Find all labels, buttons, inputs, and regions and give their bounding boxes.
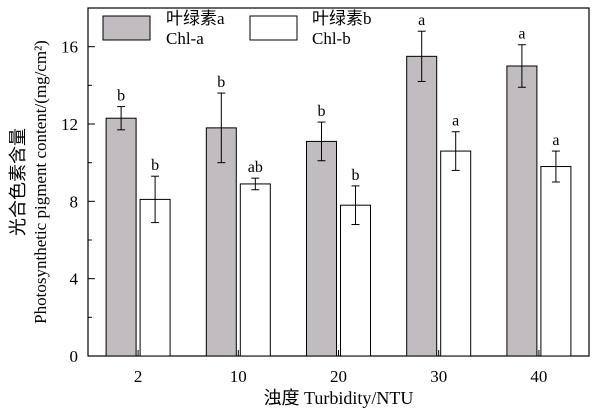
bar [340,204,371,357]
y-axis-title-en: Photosynthetic pigment content/(mg/cm²) [31,40,50,324]
significance-letter: a [552,132,559,149]
x-axis-title: 浊度 Turbidity/NTU [264,388,414,408]
significance-letter: b [217,74,225,91]
significance-letter: a [452,113,459,130]
bar [139,198,171,357]
bar [306,140,337,357]
bar [506,65,538,357]
legend-label-en: Chl-b [312,29,351,48]
significance-letter: b [151,157,159,174]
x-tick-label: 2 [134,367,143,386]
legend-label-cn: 叶绿素a [166,9,225,28]
axis-labels: 浊度 Turbidity/NTU 光合色素含量 Photosynthetic pig… [8,40,413,408]
significance-letter: a [418,12,425,29]
axes: 0 4 8 12 16 2 10 20 30 40 [61,7,590,386]
significance-letter: b [117,88,125,105]
y-axis-title-cn: 光合色素含量 [8,128,28,236]
y-tick-label: 0 [70,347,79,366]
bar [540,166,572,357]
legend-label-en: Chl-a [166,29,204,48]
x-tick-label: 30 [430,367,447,386]
legend-swatch [249,15,298,41]
significance-letter: b [352,167,360,184]
y-tick-label: 4 [70,270,79,289]
y-tick-label: 16 [61,38,78,57]
legend-label-cn: 叶绿素b [312,9,372,28]
legend-swatch [102,15,151,41]
x-tick-label: 40 [530,367,547,386]
bar [406,55,438,357]
bar [105,117,137,357]
significance-letter: b [318,103,326,120]
x-tick-label: 20 [330,367,347,386]
bar [205,127,237,357]
bar [239,183,271,357]
y-tick-label: 8 [70,192,79,211]
x-tick-label: 10 [230,367,247,386]
significance-letter: a [518,26,525,43]
bar [440,150,472,357]
y-tick-label: 12 [61,115,78,134]
significance-letter: ab [248,159,263,176]
